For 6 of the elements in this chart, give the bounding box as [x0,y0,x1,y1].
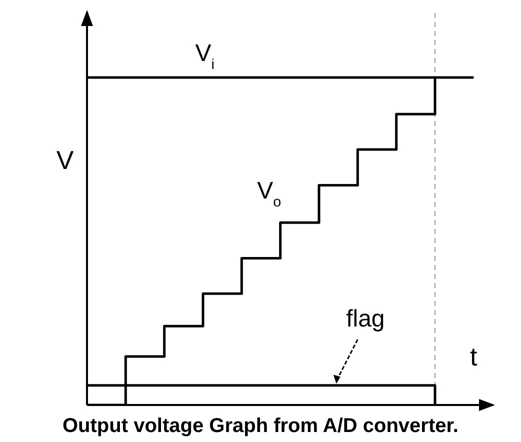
text: Output voltage Graph from A/D converter. [62,415,460,438]
text: flag [346,305,385,332]
y-axis-title: V [56,145,74,176]
series-label: V$_{i}$ [195,40,214,74]
series-label: V$_{o}$ [257,178,282,211]
x-axis-title: t [470,342,478,372]
